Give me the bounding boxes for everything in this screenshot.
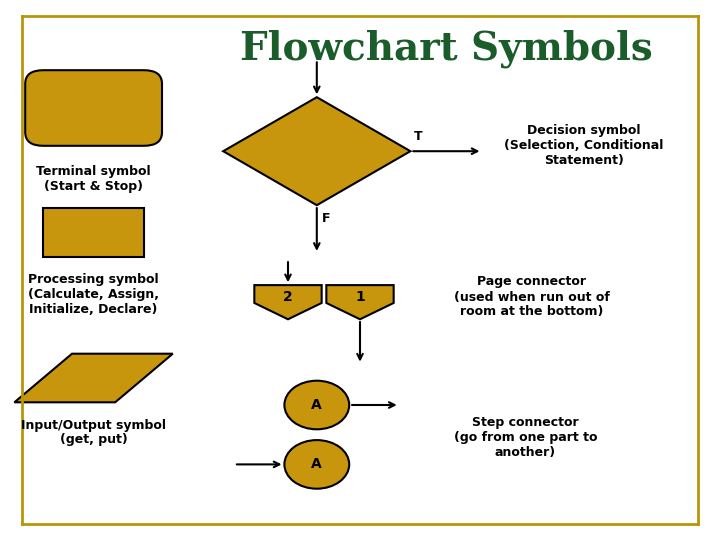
Bar: [43, 208, 144, 256]
Text: Step connector
(go from one part to
another): Step connector (go from one part to anot…: [454, 416, 597, 459]
Text: A: A: [312, 457, 322, 471]
Text: A: A: [312, 398, 322, 412]
Circle shape: [284, 381, 349, 429]
Text: Terminal symbol
(Start & Stop): Terminal symbol (Start & Stop): [36, 165, 151, 193]
Text: Page connector
(used when run out of
room at the bottom): Page connector (used when run out of roo…: [454, 275, 609, 319]
Text: Flowchart Symbols: Flowchart Symbols: [240, 29, 653, 68]
Text: F: F: [322, 212, 330, 225]
Polygon shape: [14, 354, 173, 402]
Polygon shape: [326, 285, 394, 319]
Polygon shape: [223, 97, 410, 205]
Text: Input/Output symbol
(get, put): Input/Output symbol (get, put): [21, 418, 166, 447]
Text: T: T: [414, 130, 423, 143]
Text: 2: 2: [283, 290, 293, 304]
Text: Processing symbol
(Calculate, Assign,
Initialize, Declare): Processing symbol (Calculate, Assign, In…: [28, 273, 159, 316]
Text: 1: 1: [355, 290, 365, 304]
Polygon shape: [254, 285, 322, 319]
Text: Decision symbol
(Selection, Conditional
Statement): Decision symbol (Selection, Conditional …: [504, 124, 663, 167]
Circle shape: [284, 440, 349, 489]
FancyBboxPatch shape: [25, 70, 162, 146]
